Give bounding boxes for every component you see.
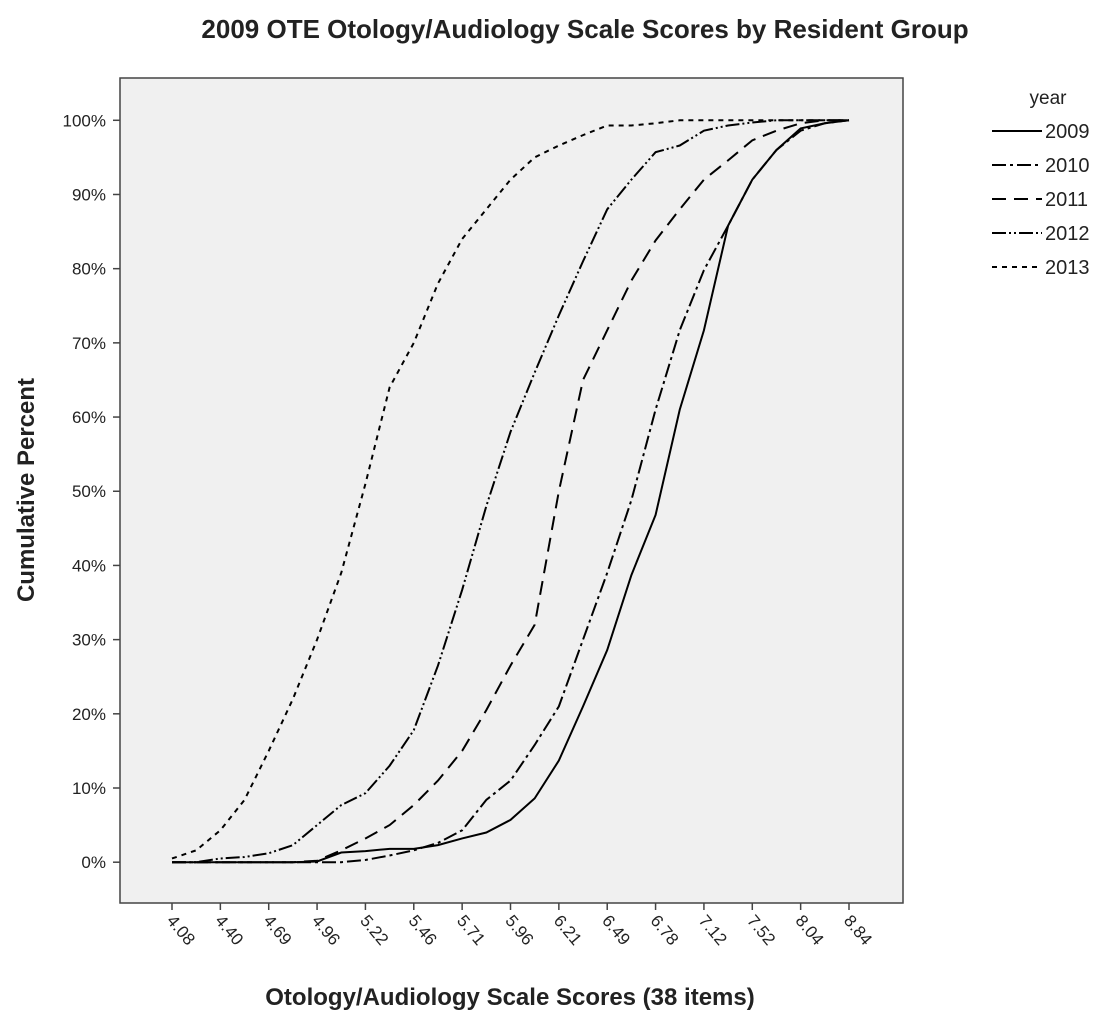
y-tick-label: 70% <box>72 334 106 353</box>
legend-label: 2013 <box>1045 257 1090 279</box>
x-axis-label: Otology/Audiology Scale Scores (38 items… <box>265 984 754 1011</box>
plot-area <box>119 77 904 904</box>
y-tick-label: 30% <box>72 631 106 650</box>
legend-label: 2010 <box>1045 155 1090 177</box>
series-line <box>172 119 849 864</box>
y-tick-label: 0% <box>81 853 106 872</box>
chart-title: 2009 OTE Otology/Audiology Scale Scores … <box>201 14 968 44</box>
y-tick-label: 20% <box>72 705 106 724</box>
y-tick-label: 50% <box>72 482 106 501</box>
legend-label: 2011 <box>1045 189 1088 211</box>
legend-title: year <box>1030 88 1068 109</box>
y-tick-label: 80% <box>72 260 106 279</box>
y-tick-label: 40% <box>72 556 106 575</box>
legend-label: 2009 <box>1045 121 1090 143</box>
y-tick-label: 10% <box>72 779 106 798</box>
y-axis-label: Cumulative Percent <box>13 378 40 602</box>
y-tick-label: 100% <box>63 111 106 130</box>
y-tick-label: 60% <box>72 408 106 427</box>
legend-label: 2012 <box>1045 223 1090 245</box>
y-tick-label: 90% <box>72 185 106 204</box>
series-line <box>172 119 849 864</box>
